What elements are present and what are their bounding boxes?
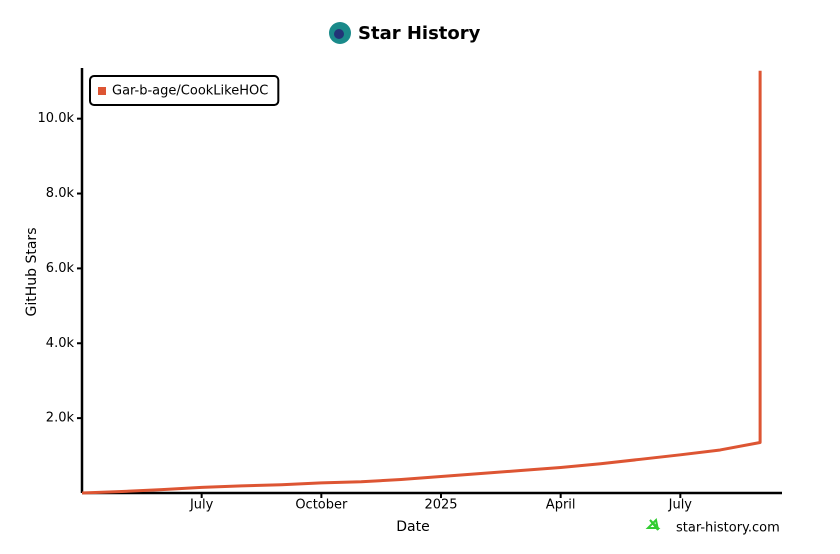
chart-title: Star History [358, 23, 481, 44]
logo-dot [334, 29, 344, 39]
y-tick-label: 10.0k [38, 111, 75, 126]
legend-label: Gar-b-age/CookLikeHOC [112, 84, 268, 99]
x-tick-label: July [668, 498, 693, 513]
y-tick-label: 6.0k [46, 261, 75, 276]
x-axis-label: Date [396, 519, 429, 535]
x-tick-label: July [189, 498, 214, 513]
x-tick-label: April [546, 498, 576, 513]
y-axis-label: GitHub Stars [24, 228, 40, 317]
y-tick-label: 2.0k [46, 411, 75, 426]
legend-box [89, 75, 280, 106]
legend-swatch [98, 87, 106, 95]
y-tick-label: 8.0k [46, 186, 75, 201]
x-tick-label: 2025 [424, 498, 457, 513]
watermark: star-history.com [676, 521, 780, 536]
x-tick-label: October [295, 498, 348, 513]
series-line [81, 70, 762, 495]
y-tick-label: 4.0k [46, 336, 75, 351]
watermark-icon [645, 517, 661, 531]
